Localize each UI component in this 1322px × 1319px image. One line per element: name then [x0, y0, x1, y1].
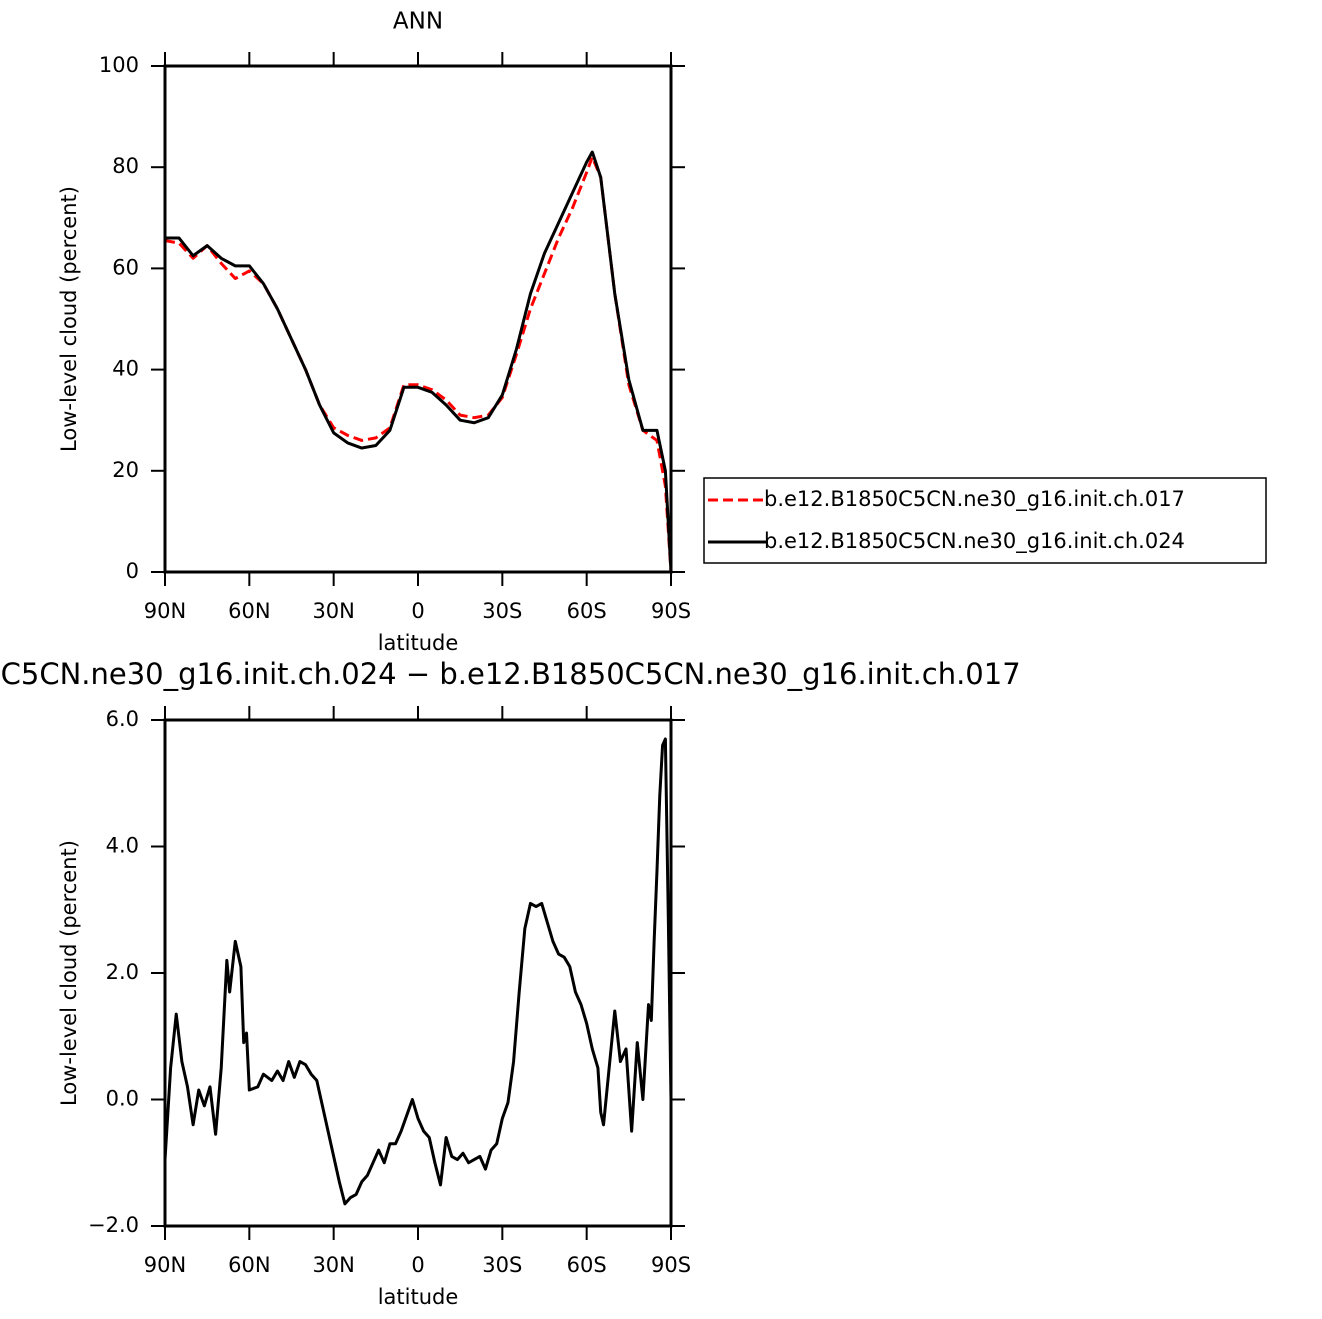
y-tick-label: 100	[99, 53, 139, 77]
y-tick-label: 20	[112, 458, 139, 482]
y-tick-label: 60	[112, 255, 139, 279]
x-tick-label: 90N	[144, 1253, 186, 1277]
x-tick-label: 60S	[567, 599, 607, 623]
y-tick-label: 40	[112, 357, 139, 381]
x-axis-label: latitude	[378, 631, 459, 655]
legend-label: b.e12.B1850C5CN.ne30_g16.init.ch.017	[764, 487, 1185, 512]
x-tick-label: 90N	[144, 599, 186, 623]
x-tick-label: 60N	[228, 599, 270, 623]
x-axis-label: latitude	[378, 1285, 459, 1309]
x-tick-label: 90S	[651, 599, 691, 623]
y-axis-label: Low-level cloud (percent)	[57, 840, 81, 1106]
plot-frame	[163, 64, 673, 574]
data-line	[163, 737, 673, 1206]
chart-title: ANN	[393, 9, 443, 35]
data-line	[164, 155, 673, 573]
y-axis-label: Low-level cloud (percent)	[57, 186, 81, 452]
y-tick-label: −2.0	[88, 1213, 139, 1237]
y-tick-label: 4.0	[106, 834, 139, 858]
plot-frame	[163, 718, 673, 1228]
x-tick-label: 30N	[312, 599, 354, 623]
x-tick-label: 0	[411, 599, 424, 623]
x-tick-label: 90S	[651, 1253, 691, 1277]
x-tick-label: 30S	[482, 1253, 522, 1277]
y-tick-label: 6.0	[106, 707, 139, 731]
x-tick-label: 60S	[567, 1253, 607, 1277]
chart-title: b.e12.B1850C5CN.ne30_g16.init.ch.024 − b…	[0, 657, 1021, 691]
x-tick-label: 30N	[312, 1253, 354, 1277]
legend-box	[703, 477, 1267, 564]
y-tick-label: 0	[126, 559, 139, 583]
x-tick-label: 0	[411, 1253, 424, 1277]
x-tick-label: 60N	[228, 1253, 270, 1277]
data-line	[165, 150, 673, 573]
x-tick-label: 30S	[482, 599, 522, 623]
y-tick-label: 0.0	[106, 1087, 139, 1111]
y-tick-label: 80	[112, 154, 139, 178]
legend-label: b.e12.B1850C5CN.ne30_g16.init.ch.024	[764, 529, 1185, 554]
y-tick-label: 2.0	[106, 960, 139, 984]
